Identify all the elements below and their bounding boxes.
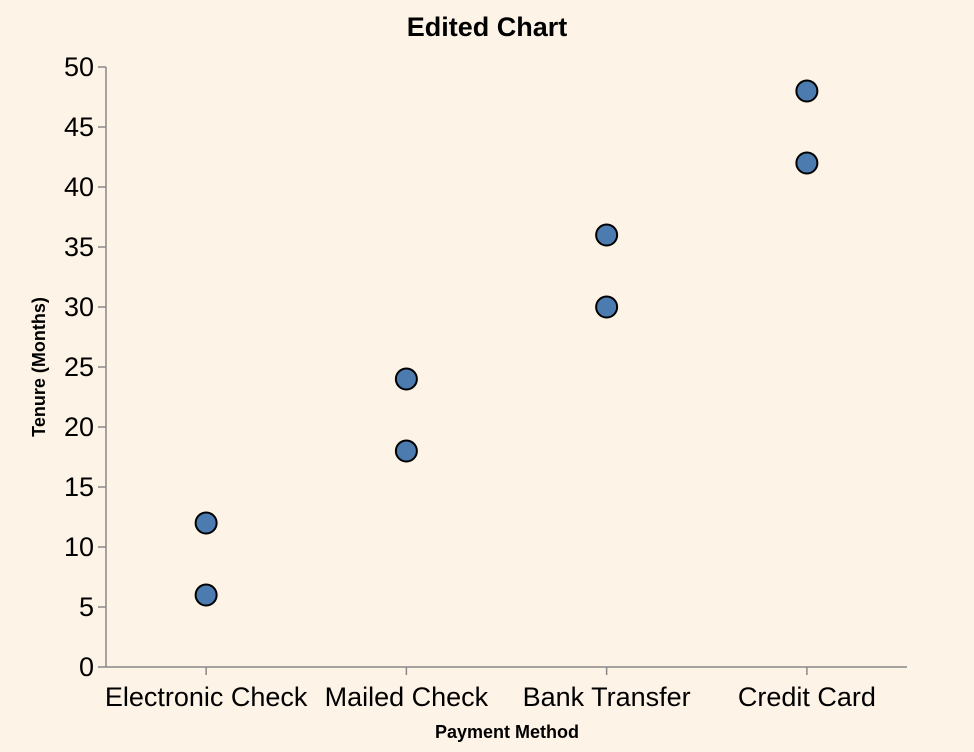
y-tick-label: 40 (64, 172, 94, 202)
y-axis: 0 5 10 15 20 25 30 35 40 45 50 (64, 52, 107, 682)
data-point (795, 79, 819, 103)
data-point (194, 511, 218, 535)
y-tick-label: 45 (64, 112, 94, 142)
y-tick-label: 10 (64, 532, 94, 562)
data-points (194, 79, 819, 607)
data-point (795, 151, 819, 175)
x-axis: Electronic Check Mailed Check Bank Transfe… (105, 666, 907, 712)
data-point (595, 223, 619, 247)
y-tick-label: 25 (64, 352, 94, 382)
data-point (394, 439, 418, 463)
y-tick-label: 50 (64, 52, 94, 82)
y-axis-title: Tenure (Months) (29, 297, 49, 437)
y-tick-label: 20 (64, 412, 94, 442)
y-tick-label: 30 (64, 292, 94, 322)
data-point (394, 367, 418, 391)
y-tick-label: 5 (79, 592, 94, 622)
data-point (194, 583, 218, 607)
x-tick-label: Credit Card (738, 682, 876, 712)
data-point (595, 295, 619, 319)
y-tick-label: 0 (79, 652, 94, 682)
y-tick-label: 35 (64, 232, 94, 262)
chart-title: Edited Chart (407, 12, 568, 42)
x-tick-label: Electronic Check (105, 682, 308, 712)
x-axis-title: Payment Method (435, 722, 579, 742)
x-tick-label: Mailed Check (325, 682, 489, 712)
y-tick-label: 15 (64, 472, 94, 502)
x-tick-label: Bank Transfer (523, 682, 691, 712)
